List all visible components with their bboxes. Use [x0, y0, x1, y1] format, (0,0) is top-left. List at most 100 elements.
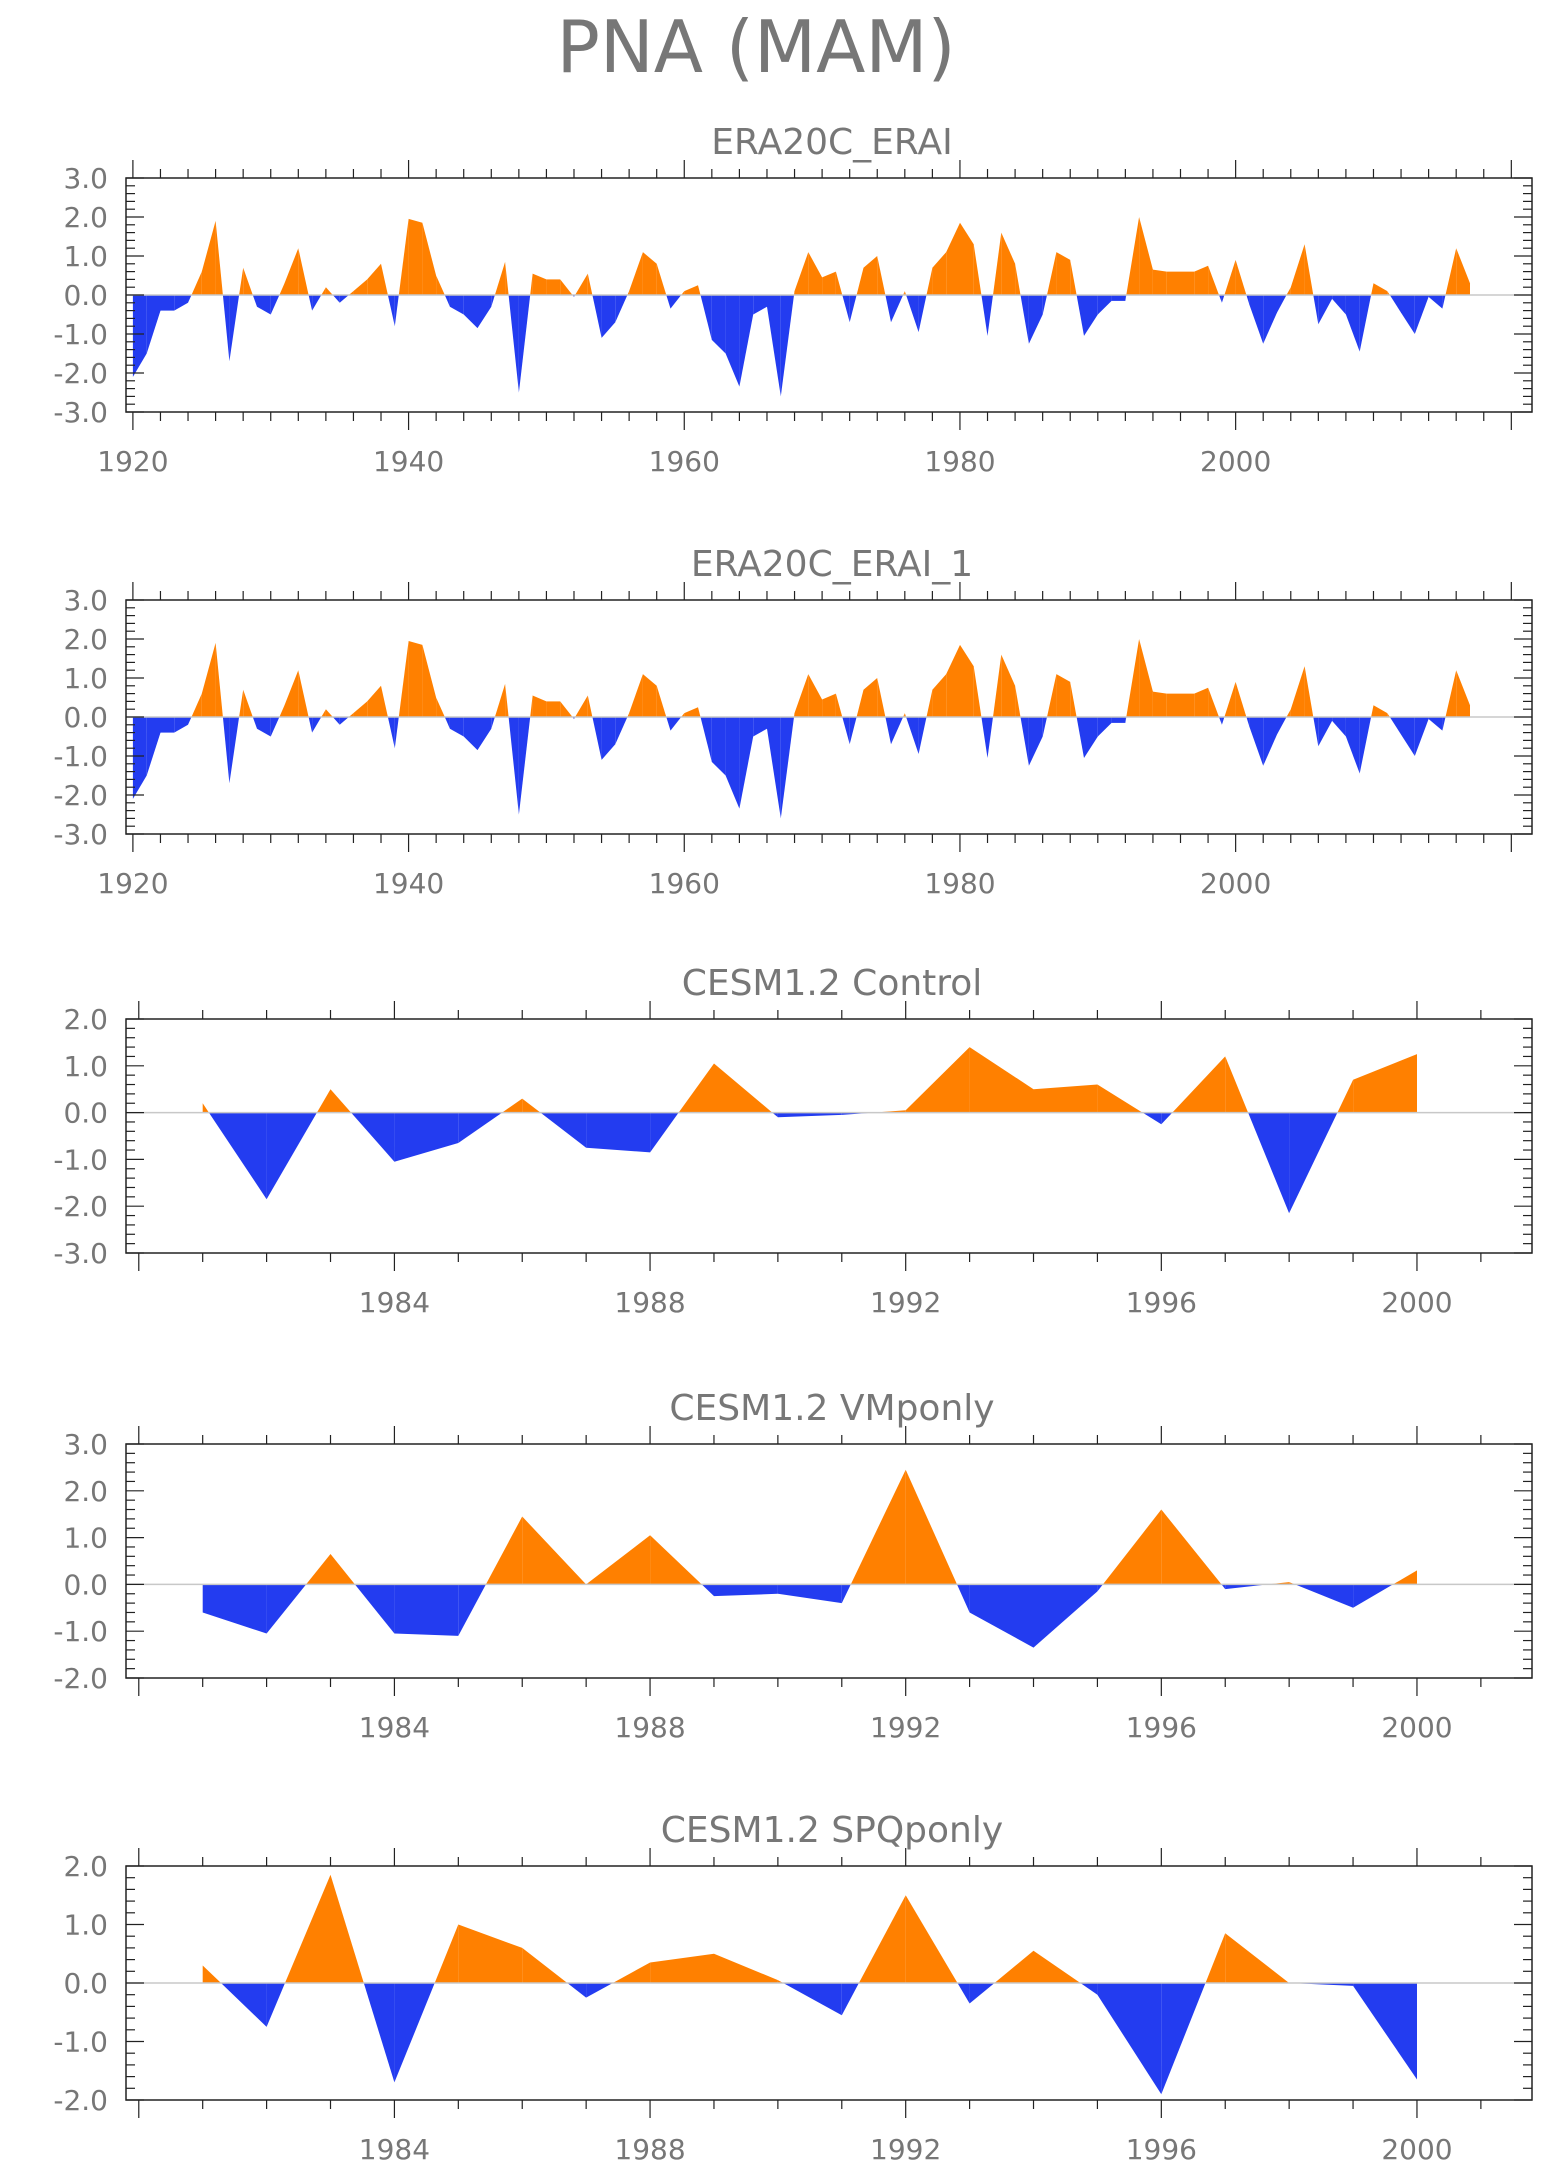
negative-anomaly-area	[1389, 717, 1401, 735]
positive-anomaly-area	[1225, 1933, 1290, 1983]
negative-anomaly-area	[1221, 717, 1225, 725]
x-tick-label: 1940	[373, 445, 444, 478]
negative-anomaly-area	[132, 295, 147, 377]
positive-anomaly-area	[629, 252, 643, 295]
positive-anomaly-area	[678, 1063, 714, 1113]
positive-anomaly-area	[321, 709, 326, 717]
panel-title: CESM1.2 SPQponly	[661, 1810, 1003, 1851]
negative-anomaly-area	[308, 717, 313, 733]
positive-anomaly-area	[1290, 244, 1305, 295]
plot-frame	[125, 1443, 1533, 1679]
positive-anomaly-area	[239, 689, 244, 717]
negative-anomaly-area	[783, 1983, 842, 2016]
positive-anomaly-area	[575, 695, 588, 717]
x-tick-label: 1940	[373, 867, 444, 900]
negative-anomaly-area	[772, 1112, 778, 1118]
negative-anomaly-area	[711, 295, 726, 354]
negative-anomaly-area	[222, 717, 230, 784]
y-tick-label: -1.0	[53, 1615, 108, 1648]
negative-anomaly-area	[221, 1983, 267, 2027]
negative-anomaly-area	[1161, 1112, 1173, 1125]
positive-anomaly-area	[243, 689, 253, 717]
negative-anomaly-area	[725, 295, 740, 387]
positive-anomaly-area	[960, 222, 974, 295]
positive-anomaly-area	[494, 261, 506, 295]
positive-anomaly-area	[298, 670, 309, 717]
negative-anomaly-area	[1249, 717, 1264, 766]
negative-anomaly-area	[252, 295, 257, 307]
positive-anomaly-area	[1139, 639, 1153, 717]
negative-anomaly-area	[229, 295, 240, 362]
positive-anomaly-area	[367, 263, 381, 295]
negative-anomaly-area	[753, 717, 767, 737]
positive-anomaly-area	[642, 252, 657, 295]
negative-anomaly-area	[257, 295, 271, 315]
positive-anomaly-area	[822, 693, 836, 717]
negative-anomaly-area	[849, 717, 857, 745]
y-tick-label: -2.0	[53, 779, 108, 812]
positive-anomaly-area	[946, 222, 960, 295]
negative-anomaly-area	[266, 1584, 307, 1634]
positive-anomaly-area	[306, 1554, 331, 1585]
negative-anomaly-area	[592, 717, 602, 760]
panel-title: ERA20C_ERAI_1	[691, 544, 973, 585]
negative-anomaly-area	[615, 717, 628, 745]
y-tick-label: -3.0	[53, 1237, 108, 1270]
positive-anomaly-area	[1208, 265, 1219, 295]
positive-anomaly-area	[1047, 252, 1057, 295]
x-tick-label: 2000	[1381, 2133, 1452, 2166]
negative-anomaly-area	[1097, 295, 1112, 315]
y-tick-label: -1.0	[53, 740, 108, 773]
negative-anomaly-area	[188, 295, 192, 303]
positive-anomaly-area	[353, 701, 368, 717]
positive-anomaly-area	[398, 641, 409, 717]
y-tick-label: -1.0	[53, 1143, 108, 1176]
negative-anomaly-area	[518, 295, 531, 393]
x-tick-label: 1988	[614, 2133, 685, 2166]
negative-anomaly-area	[270, 295, 280, 315]
negative-anomaly-area	[1084, 295, 1098, 336]
positive-anomaly-area	[1456, 248, 1470, 295]
negative-anomaly-area	[666, 295, 671, 309]
positive-anomaly-area	[436, 275, 445, 295]
negative-anomaly-area	[1084, 717, 1098, 758]
x-tick-label: 1996	[1126, 1711, 1197, 1744]
positive-anomaly-area	[1172, 1056, 1226, 1113]
y-tick-label: 1.0	[63, 1522, 108, 1555]
negative-anomaly-area	[1318, 295, 1333, 325]
positive-anomaly-area	[850, 1469, 906, 1585]
positive-anomaly-area	[353, 279, 368, 295]
negative-anomaly-area	[394, 717, 399, 749]
positive-anomaly-area	[279, 705, 285, 717]
negative-anomaly-area	[351, 1112, 395, 1162]
positive-anomaly-area	[1337, 1079, 1354, 1113]
positive-anomaly-area	[681, 291, 685, 295]
negative-anomaly-area	[1442, 295, 1446, 309]
positive-anomaly-area	[1205, 1933, 1226, 1983]
positive-anomaly-area	[398, 218, 409, 295]
positive-anomaly-area	[856, 267, 864, 295]
positive-anomaly-area	[1208, 687, 1219, 717]
positive-anomaly-area	[904, 291, 907, 295]
negative-anomaly-area	[1249, 295, 1264, 344]
positive-anomaly-area	[494, 683, 506, 717]
positive-anomaly-area	[856, 689, 864, 717]
positive-anomaly-area	[279, 283, 285, 295]
negative-anomaly-area	[957, 1584, 970, 1613]
negative-anomaly-area	[1277, 717, 1287, 735]
positive-anomaly-area	[932, 674, 947, 717]
chart-panel-5: -2.0 -1.0 0.0 1.0 2.0 1984 1988 1992 1996 2000 CES…	[53, 1810, 1533, 2166]
positive-anomaly-area	[1445, 670, 1457, 717]
negative-anomaly-area	[339, 717, 349, 725]
positive-anomaly-area	[993, 654, 1002, 717]
positive-anomaly-area	[381, 685, 388, 717]
positive-anomaly-area	[1097, 1084, 1143, 1113]
negative-anomaly-area	[739, 295, 754, 387]
negative-anomaly-area	[666, 717, 671, 731]
y-tick-label: -2.0	[53, 2084, 108, 2117]
negative-anomaly-area	[308, 295, 313, 311]
positive-anomaly-area	[656, 263, 667, 295]
positive-anomaly-area	[1126, 639, 1140, 717]
positive-anomaly-area	[1194, 687, 1209, 717]
